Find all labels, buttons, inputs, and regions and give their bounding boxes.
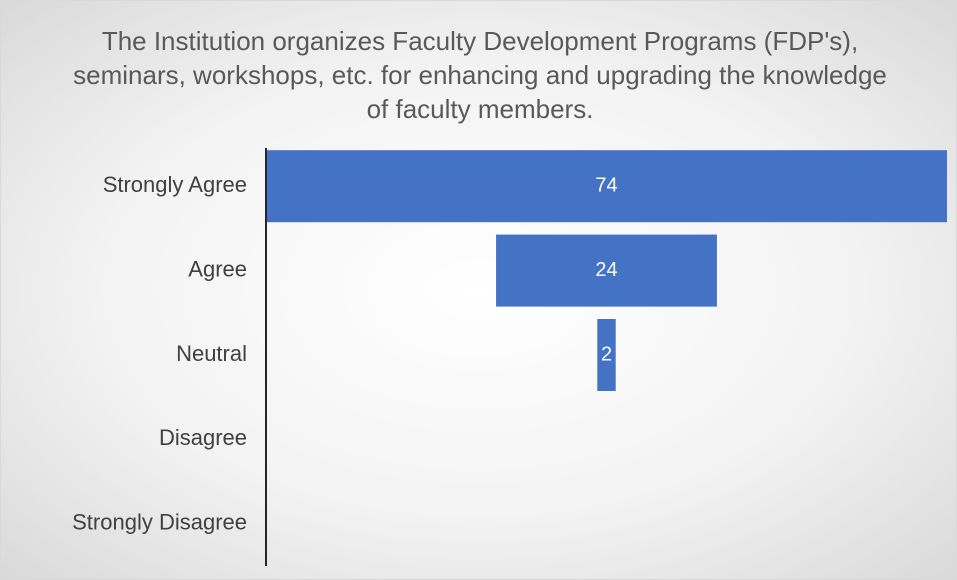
chart-title: The Institution organizes Faculty Develo… (73, 26, 887, 124)
data-label: 24 (595, 259, 617, 281)
category-label: Strongly Disagree (72, 510, 247, 535)
bar (266, 150, 947, 223)
bar (597, 319, 616, 391)
category-label: Strongly Agree (103, 172, 247, 197)
category-label: Disagree (159, 425, 247, 450)
bar (496, 234, 717, 307)
data-label: 74 (595, 174, 617, 196)
data-label: 2 (601, 343, 612, 365)
category-label: Neutral (176, 341, 247, 366)
category-label: Agree (188, 256, 247, 281)
